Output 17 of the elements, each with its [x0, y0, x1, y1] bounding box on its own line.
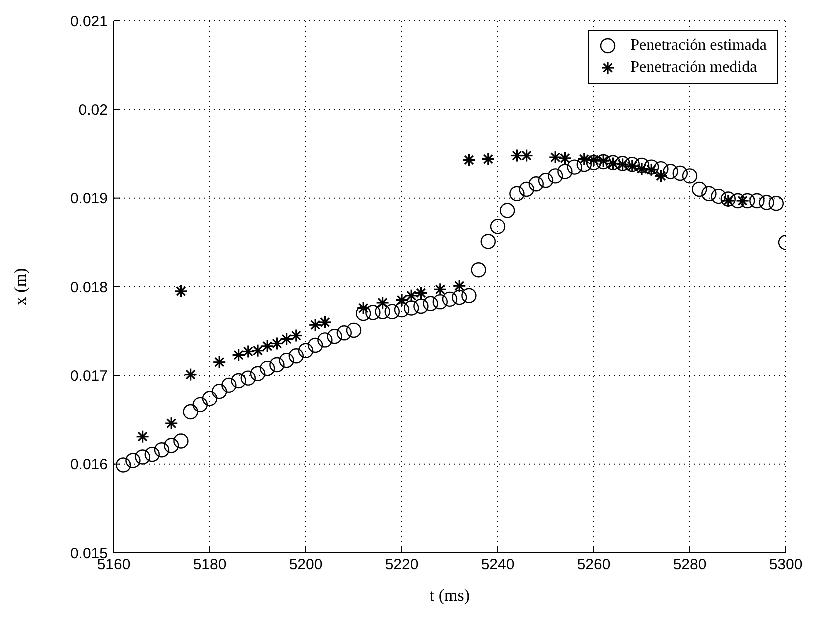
y-tick-label: 0.018 [70, 279, 108, 296]
legend-label: Penetración medida [630, 58, 758, 78]
x-tick-label: 5200 [289, 556, 323, 574]
x-tick-label: 5220 [385, 556, 419, 574]
x-tick-label: 5240 [481, 556, 515, 574]
x-tick-label: 5260 [577, 556, 611, 574]
y-tick-label: 0.016 [70, 456, 108, 474]
x-tick-label: 5280 [673, 556, 707, 574]
y-tick-label: 0.019 [70, 190, 108, 208]
y-tick-label: 0.017 [70, 368, 108, 385]
x-tick-label: 5300 [769, 556, 803, 574]
y-axis-title: x (m) [11, 268, 30, 306]
y-tick-label: 0.021 [70, 13, 108, 30]
x-tick-label: 5180 [193, 556, 227, 574]
x-axis-title: t (ms) [430, 586, 470, 605]
y-tick-label: 0.02 [78, 102, 108, 119]
legend-label: Penetración estimada [630, 36, 767, 56]
